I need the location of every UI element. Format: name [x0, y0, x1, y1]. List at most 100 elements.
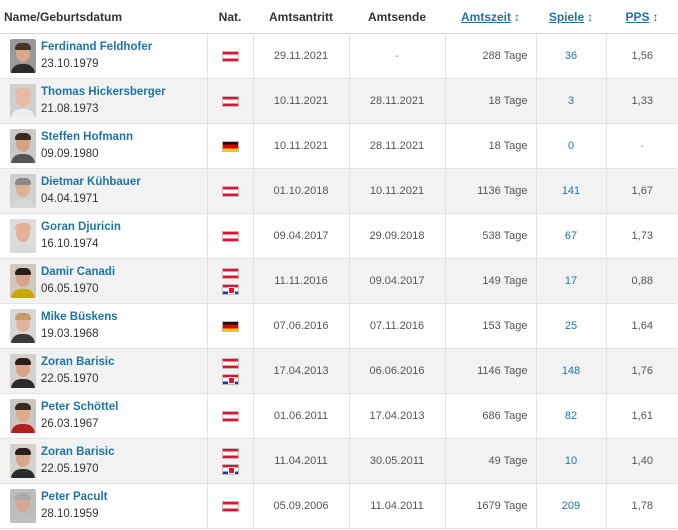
start-date: 11.11.2016: [252, 258, 349, 304]
avatar[interactable]: [10, 39, 36, 73]
avatar[interactable]: [10, 489, 36, 523]
avatar[interactable]: [10, 129, 36, 163]
pps-value: 1,33: [605, 78, 678, 124]
column-header-games-label: Spiele: [548, 9, 585, 24]
coach-name-link[interactable]: Dietmar Kühbauer: [41, 175, 141, 188]
table-row: Peter Schöttel 26.03.1967 01.06.2011 17.…: [0, 393, 678, 439]
games-link[interactable]: 82: [535, 393, 606, 439]
table-row: Zoran Barisic 22.05.1970 11.04.2011 30.0…: [0, 438, 678, 484]
flag-at-icon: [221, 500, 239, 512]
avatar[interactable]: [10, 264, 36, 298]
games-link[interactable]: 25: [535, 303, 606, 349]
nationality-cell: [206, 168, 253, 214]
tenure: 686 Tage: [444, 393, 536, 439]
coach-name-link[interactable]: Ferdinand Feldhofer: [41, 40, 153, 53]
column-header-games[interactable]: Spiele ↕: [536, 0, 606, 34]
tenure: 49 Tage: [444, 438, 536, 484]
name-cell: Dietmar Kühbauer 04.04.1971: [0, 168, 207, 214]
games-link[interactable]: 67: [535, 213, 606, 259]
coach-name-link[interactable]: Mike Büskens: [41, 310, 118, 323]
end-date: 30.05.2011: [348, 438, 445, 484]
nationality-cell: [206, 483, 253, 529]
end-date: 17.04.2013: [348, 393, 445, 439]
start-date: 01.06.2011: [252, 393, 349, 439]
pps-value: 1,56: [605, 33, 678, 79]
name-cell: Peter Pacult 28.10.1959: [0, 483, 207, 529]
nationality-cell: [206, 33, 253, 79]
tenure: 18 Tage: [444, 78, 536, 124]
table-row: Mike Büskens 19.03.1968 07.06.2016 07.11…: [0, 303, 678, 349]
tenure: 1146 Tage: [444, 348, 536, 394]
table-row: Peter Pacult 28.10.1959 05.09.2006 11.04…: [0, 483, 678, 529]
birth-date: 26.03.1967: [41, 417, 99, 430]
table-row: Goran Djuricin 16.10.1974 09.04.2017 29.…: [0, 213, 678, 259]
start-date: 05.09.2006: [252, 483, 349, 529]
birth-date: 28.10.1959: [41, 507, 99, 520]
start-date: 10.11.2021: [252, 123, 349, 169]
name-cell: Zoran Barisic 22.05.1970: [0, 348, 207, 394]
avatar[interactable]: [10, 309, 36, 343]
name-cell: Steffen Hofmann 09.09.1980: [0, 123, 207, 169]
coach-name-link[interactable]: Damir Canadi: [41, 265, 116, 278]
coach-name-link[interactable]: Steffen Hofmann: [41, 130, 133, 143]
games-link[interactable]: 148: [535, 348, 606, 394]
games-link[interactable]: 17: [535, 258, 606, 304]
column-header-tenure-label: Amtszeit: [460, 9, 511, 24]
avatar[interactable]: [10, 354, 36, 388]
avatar[interactable]: [10, 84, 36, 118]
games-link[interactable]: 10: [535, 438, 606, 484]
tenure: 538 Tage: [444, 213, 536, 259]
column-header-tenure[interactable]: Amtszeit ↕: [445, 0, 536, 34]
avatar[interactable]: [10, 444, 36, 478]
pps-value: 1,67: [605, 168, 678, 214]
games-link[interactable]: 141: [535, 168, 606, 214]
end-date: 11.04.2011: [348, 483, 445, 529]
avatar[interactable]: [10, 219, 36, 253]
coach-name-link[interactable]: Zoran Barisic: [41, 445, 115, 458]
tenure: 1679 Tage: [444, 483, 536, 529]
flag-hr-icon: [221, 463, 239, 475]
avatar[interactable]: [10, 399, 36, 433]
coach-name-link[interactable]: Goran Djuricin: [41, 220, 121, 233]
end-date: 06.06.2016: [348, 348, 445, 394]
games-link[interactable]: 3: [535, 78, 606, 124]
start-date: 09.04.2017: [252, 213, 349, 259]
games-link[interactable]: 0: [535, 123, 606, 169]
games-link[interactable]: 36: [535, 33, 606, 79]
sort-icon: ↕: [652, 9, 659, 24]
flag-at-icon: [221, 95, 239, 107]
birth-date: 06.05.1970: [41, 282, 99, 295]
name-cell: Ferdinand Feldhofer 23.10.1979: [0, 33, 207, 79]
column-header-pps[interactable]: PPS ↕: [606, 0, 678, 34]
birth-date: 09.09.1980: [41, 147, 99, 160]
nationality-cell: [206, 303, 253, 349]
nationality-cell: [206, 213, 253, 259]
games-link[interactable]: 209: [535, 483, 606, 529]
tenure: 288 Tage: [444, 33, 536, 79]
end-date: 28.11.2021: [348, 123, 445, 169]
pps-value: 1,73: [605, 213, 678, 259]
name-cell: Thomas Hickersberger 21.08.1973: [0, 78, 207, 124]
name-cell: Peter Schöttel 26.03.1967: [0, 393, 207, 439]
coach-name-link[interactable]: Peter Schöttel: [41, 400, 119, 413]
table-header-row: Name/Geburtsdatum Nat. Amtsantritt Amtse…: [0, 0, 678, 34]
table-row: Dietmar Kühbauer 04.04.1971 01.10.2018 1…: [0, 168, 678, 214]
coach-name-link[interactable]: Thomas Hickersberger: [41, 85, 166, 98]
name-cell: Damir Canadi 06.05.1970: [0, 258, 207, 304]
pps-value: 1,78: [605, 483, 678, 529]
table-row: Steffen Hofmann 09.09.1980 10.11.2021 28…: [0, 123, 678, 169]
coach-name-link[interactable]: Zoran Barisic: [41, 355, 115, 368]
pps-value: -: [605, 123, 678, 169]
column-header-start: Amtsantritt: [253, 0, 349, 34]
flag-hr-icon: [221, 283, 239, 295]
birth-date: 04.04.1971: [41, 192, 99, 205]
table-row: Ferdinand Feldhofer 23.10.1979 29.11.202…: [0, 33, 678, 79]
avatar[interactable]: [10, 174, 36, 208]
birth-date: 16.10.1974: [41, 237, 99, 250]
coach-name-link[interactable]: Peter Pacult: [41, 490, 108, 503]
birth-date: 23.10.1979: [41, 57, 99, 70]
nationality-cell: [206, 123, 253, 169]
flag-at-icon: [221, 50, 239, 62]
nationality-cell: [206, 393, 253, 439]
flag-at-icon: [221, 230, 239, 242]
